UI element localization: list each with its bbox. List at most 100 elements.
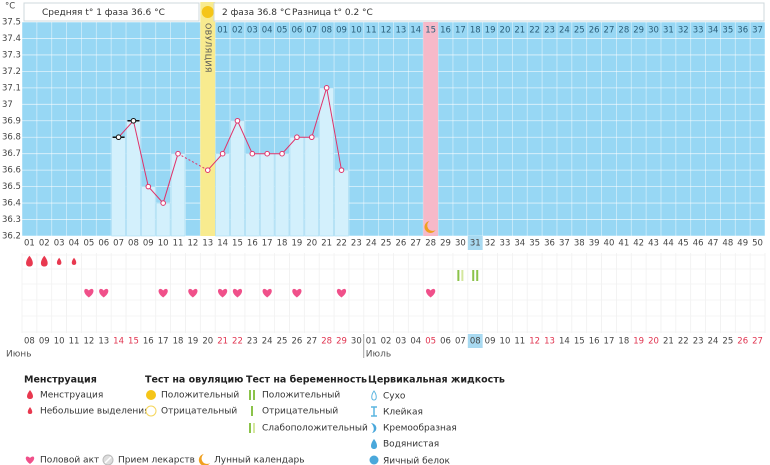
top-day-label: 31 — [663, 26, 674, 36]
bar — [215, 153, 230, 237]
legend-icon — [104, 456, 112, 464]
top-day-label: 35 — [722, 26, 733, 36]
top-day-label: 36 — [737, 26, 748, 36]
y-tick-label: 37.2 — [2, 67, 21, 77]
x-tick-label: 39 — [589, 239, 600, 249]
main-layer: °C 36.2 36.3 36.4 36.5 36.6 36.7 36.8 36.9 37 37.1… — [2, 2, 763, 360]
top-day-label: 10 — [351, 26, 362, 36]
x-tick-label: 28 — [425, 239, 436, 249]
temperature-point — [234, 117, 241, 124]
legend-item: Лунный календарь — [214, 456, 305, 465]
date-label: 25 — [722, 337, 733, 347]
top-day-label: 17 — [455, 26, 466, 36]
legend-icon — [249, 423, 251, 433]
date-label: 16 — [589, 337, 600, 347]
header-difference: Разница t° 0.2 °C — [292, 8, 373, 18]
intercourse-heart — [232, 288, 243, 298]
intercourse-heart — [99, 288, 109, 298]
pregnancy-test — [457, 270, 460, 281]
x-tick-label: 13 — [202, 239, 213, 249]
date-label: 12 — [83, 337, 94, 347]
y-tick-label: 36.3 — [2, 215, 21, 225]
legend-icon — [371, 390, 377, 401]
top-day-label: 37 — [752, 26, 763, 36]
bar — [111, 136, 126, 237]
temperature-point — [160, 200, 166, 206]
date-label: 17 — [158, 337, 169, 347]
intercourse-heart — [336, 288, 347, 298]
legend: Менструация Менструация Небольшие выделе… — [24, 375, 505, 465]
legend-title: Тест на беременность — [246, 375, 367, 386]
y-tick-label: 36.8 — [2, 133, 21, 143]
temperature-point — [249, 150, 256, 157]
temperature-point — [279, 150, 285, 157]
header-phase2: 2 фаза 36.8 °C — [222, 8, 291, 18]
bar — [245, 153, 260, 237]
legend-icon — [371, 406, 377, 417]
legend-icon — [253, 390, 255, 400]
date-label: 26 — [737, 337, 748, 347]
date-label: 04 — [410, 337, 421, 347]
x-tick-label: 41 — [618, 239, 629, 249]
date-label: 13 — [544, 337, 555, 347]
x-tick-label: 36 — [544, 239, 555, 249]
x-tick-label: 29 — [440, 239, 451, 249]
x-tick-label: 17 — [262, 239, 273, 249]
y-tick-label: 36.2 — [2, 232, 21, 242]
temperature-point — [130, 117, 137, 124]
legend-icon — [249, 390, 251, 400]
x-tick-label: 12 — [187, 239, 198, 249]
bar — [274, 153, 290, 237]
x-tick-label: 42 — [633, 239, 644, 249]
header-box — [213, 2, 765, 22]
top-day-label: 28 — [618, 26, 629, 36]
date-label: 27 — [306, 337, 317, 347]
date-label: 03 — [396, 337, 407, 347]
x-tick-label: 48 — [722, 239, 733, 249]
bar — [155, 202, 171, 237]
temperature-point — [204, 167, 211, 173]
top-day-label: 26 — [589, 26, 600, 36]
top-day-label: 03 — [247, 26, 258, 36]
temperature-point — [294, 134, 300, 141]
temperature-point — [323, 85, 330, 91]
bar — [334, 169, 349, 237]
intercourse-heart — [188, 288, 198, 298]
date-label: 14 — [113, 337, 124, 347]
intercourse-heart — [84, 288, 94, 298]
date-label: 14 — [559, 337, 570, 347]
x-tick-label: 23 — [351, 239, 362, 249]
date-label: 18 — [173, 337, 184, 347]
legend-item: Яичный белок — [383, 457, 450, 465]
legend-icon — [27, 407, 33, 414]
legend-item: Менструация — [40, 391, 103, 401]
top-day-label: 25 — [574, 26, 585, 36]
top-day-label: 06 — [291, 26, 302, 36]
ovulation-label: ОВУЛЯЦИЯ — [203, 23, 212, 73]
legend-icon — [145, 405, 157, 417]
x-tick-label: 43 — [648, 239, 659, 249]
x-tick-label: 19 — [291, 239, 302, 249]
x-tick-label: 31 — [470, 239, 481, 249]
y-tick-label: 36.4 — [2, 199, 21, 209]
month-label: Июнь — [6, 350, 32, 360]
legend-icon — [371, 439, 377, 449]
legend-item: Половой акт — [40, 456, 99, 465]
top-day-label: 01 — [217, 26, 228, 36]
legend-item: Положительный — [161, 391, 239, 401]
x-tick-label: 24 — [366, 239, 377, 249]
top-day-label: 22 — [529, 26, 540, 36]
x-tick-label: 21 — [321, 239, 332, 249]
top-day-label: 08 — [321, 26, 332, 36]
top-day-label: 20 — [500, 26, 511, 36]
y-tick-label: 37.3 — [2, 50, 21, 60]
y-tick-label: 36.5 — [2, 182, 21, 192]
top-day-label: 27 — [604, 26, 615, 36]
date-label: 19 — [633, 337, 644, 347]
date-label: 27 — [752, 337, 763, 347]
today-highlight — [467, 334, 483, 348]
x-tick-label: 45 — [678, 239, 689, 249]
date-label: 05 — [425, 337, 436, 347]
